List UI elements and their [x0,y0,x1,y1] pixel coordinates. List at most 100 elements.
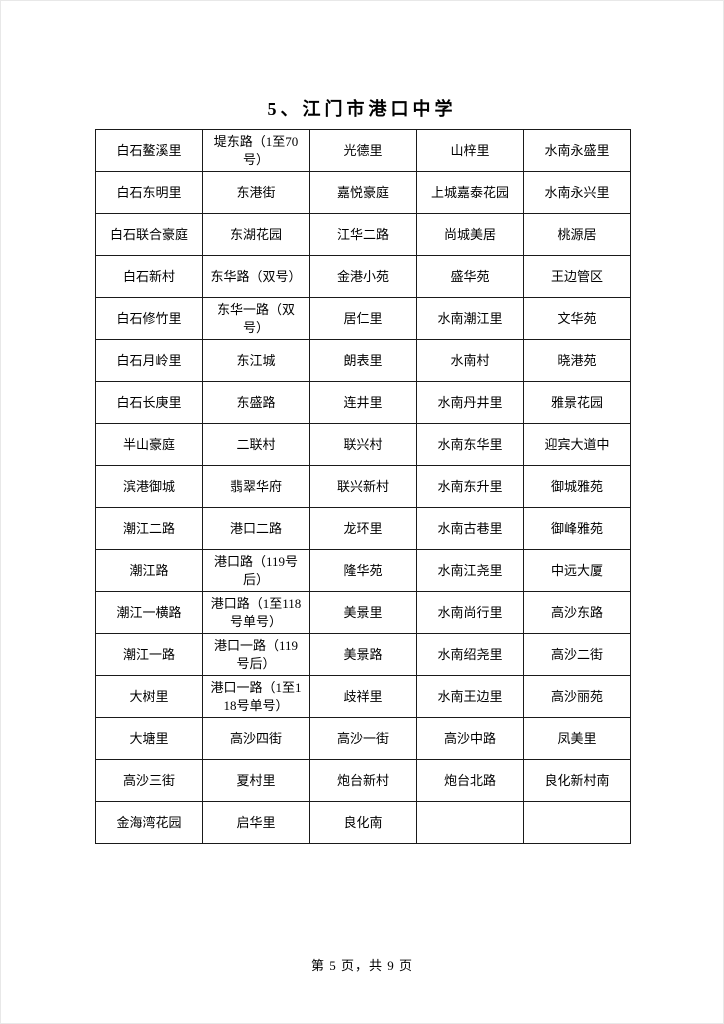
table-cell: 夏村里 [202,759,310,802]
table-cell: 东华路（双号） [202,255,310,298]
table-row: 白石修竹里 东华一路（双号） 居仁里 水南潮江里 文华苑 [95,297,631,340]
table-cell: 白石鳌溪里 [95,129,203,172]
table-cell: 隆华苑 [309,549,417,592]
table-cell: 歧祥里 [309,675,417,718]
page-number: 第 5 页，共 9 页 [310,958,413,973]
table-cell: 炮台北路 [416,759,524,802]
table-cell: 凤美里 [523,717,631,760]
table-row: 白石长庚里 东盛路 连井里 水南丹井里 雅景花园 [95,381,631,424]
table-row: 潮江二路 港口二路 龙环里 水南古巷里 御峰雅苑 [95,507,631,550]
table-cell [416,801,524,844]
table-cell: 白石东明里 [95,171,203,214]
table-cell: 居仁里 [309,297,417,340]
table-cell: 高沙东路 [523,591,631,634]
table-cell: 高沙丽苑 [523,675,631,718]
table-row: 滨港御城 翡翠华府 联兴新村 水南东升里 御城雅苑 [95,465,631,508]
table-row: 大树里 港口一路（1至118号单号） 歧祥里 水南王边里 高沙丽苑 [95,675,631,718]
table-cell: 滨港御城 [95,465,203,508]
table-cell: 水南东华里 [416,423,524,466]
table-cell: 港口一路（1至118号单号） [202,675,310,718]
table-cell: 水南尚行里 [416,591,524,634]
table-row: 潮江一横路 港口路（1至118号单号） 美景里 水南尚行里 高沙东路 [95,591,631,634]
table-cell: 御峰雅苑 [523,507,631,550]
table-cell: 东盛路 [202,381,310,424]
table-row: 金海湾花园 启华里 良化南 [95,801,631,844]
table-cell: 金海湾花园 [95,801,203,844]
table-cell: 中远大厦 [523,549,631,592]
table-cell: 王边管区 [523,255,631,298]
table-cell: 连井里 [309,381,417,424]
table-cell: 港口二路 [202,507,310,550]
table-cell: 白石月岭里 [95,339,203,382]
table-cell: 嘉悦豪庭 [309,171,417,214]
table-row: 白石新村 东华路（双号） 金港小苑 盛华苑 王边管区 [95,255,631,298]
table-row: 大塘里 高沙四街 高沙一街 高沙中路 凤美里 [95,717,631,760]
table-cell: 金港小苑 [309,255,417,298]
table-row: 潮江路 港口路（119号后） 隆华苑 水南江尧里 中远大厦 [95,549,631,592]
table-cell: 上城嘉泰花园 [416,171,524,214]
table-cell: 启华里 [202,801,310,844]
table-cell: 翡翠华府 [202,465,310,508]
table-cell: 二联村 [202,423,310,466]
table-cell: 潮江一路 [95,633,203,676]
table-cell: 水南东升里 [416,465,524,508]
table-cell: 水南永盛里 [523,129,631,172]
table-row: 潮江一路 港口一路（119号后） 美景路 水南绍尧里 高沙二街 [95,633,631,676]
table-cell: 文华苑 [523,297,631,340]
table-row: 白石东明里 东港街 嘉悦豪庭 上城嘉泰花园 水南永兴里 [95,171,631,214]
table-cell: 东港街 [202,171,310,214]
address-table: 白石鳌溪里 堤东路（1至70号） 光德里 山梓里 水南永盛里 白石东明里 东港街 嘉悦豪庭 上城… [95,129,631,844]
table-row: 半山豪庭 二联村 联兴村 水南东华里 迎宾大道中 [95,423,631,466]
table-cell: 迎宾大道中 [523,423,631,466]
table-cell: 联兴村 [309,423,417,466]
table-cell: 半山豪庭 [95,423,203,466]
table-cell: 良化南 [309,801,417,844]
table-row: 白石联合豪庭 东湖花园 江华二路 尚城美居 桃源居 [95,213,631,256]
table-cell: 白石长庚里 [95,381,203,424]
table-cell: 水南绍尧里 [416,633,524,676]
table-cell: 江华二路 [309,213,417,256]
table-cell: 潮江路 [95,549,203,592]
address-table-body: 白石鳌溪里 堤东路（1至70号） 光德里 山梓里 水南永盛里 白石东明里 东港街 嘉悦豪庭 上城… [95,129,631,844]
table-cell: 美景路 [309,633,417,676]
table-cell: 高沙三街 [95,759,203,802]
table-cell: 高沙四街 [202,717,310,760]
table-cell: 港口路（1至118号单号） [202,591,310,634]
table-cell: 东湖花园 [202,213,310,256]
page-title: 5、江门市港口中学 [267,99,457,119]
table-cell: 山梓里 [416,129,524,172]
table-row: 白石鳌溪里 堤东路（1至70号） 光德里 山梓里 水南永盛里 [95,129,631,172]
table-cell: 港口一路（119号后） [202,633,310,676]
table-cell: 高沙中路 [416,717,524,760]
table-cell: 白石新村 [95,255,203,298]
table-cell: 白石修竹里 [95,297,203,340]
table-cell: 东江城 [202,339,310,382]
table-cell: 大树里 [95,675,203,718]
table-cell: 水南王边里 [416,675,524,718]
table-cell: 潮江二路 [95,507,203,550]
table-cell: 水南永兴里 [523,171,631,214]
table-cell: 联兴新村 [309,465,417,508]
table-cell: 水南潮江里 [416,297,524,340]
table-cell: 水南江尧里 [416,549,524,592]
table-cell: 光德里 [309,129,417,172]
table-cell: 龙环里 [309,507,417,550]
table-row: 高沙三街 夏村里 炮台新村 炮台北路 良化新村南 [95,759,631,802]
table-cell: 朗表里 [309,339,417,382]
table-cell: 水南村 [416,339,524,382]
table-cell: 大塘里 [95,717,203,760]
table-cell: 雅景花园 [523,381,631,424]
table-cell: 高沙二街 [523,633,631,676]
table-cell: 水南丹井里 [416,381,524,424]
table-row: 白石月岭里 东江城 朗表里 水南村 晓港苑 [95,339,631,382]
table-cell: 堤东路（1至70号） [202,129,310,172]
table-cell: 白石联合豪庭 [95,213,203,256]
table-cell: 晓港苑 [523,339,631,382]
table-cell: 港口路（119号后） [202,549,310,592]
table-cell [523,801,631,844]
table-cell: 美景里 [309,591,417,634]
table-cell: 盛华苑 [416,255,524,298]
table-cell: 御城雅苑 [523,465,631,508]
table-cell: 尚城美居 [416,213,524,256]
